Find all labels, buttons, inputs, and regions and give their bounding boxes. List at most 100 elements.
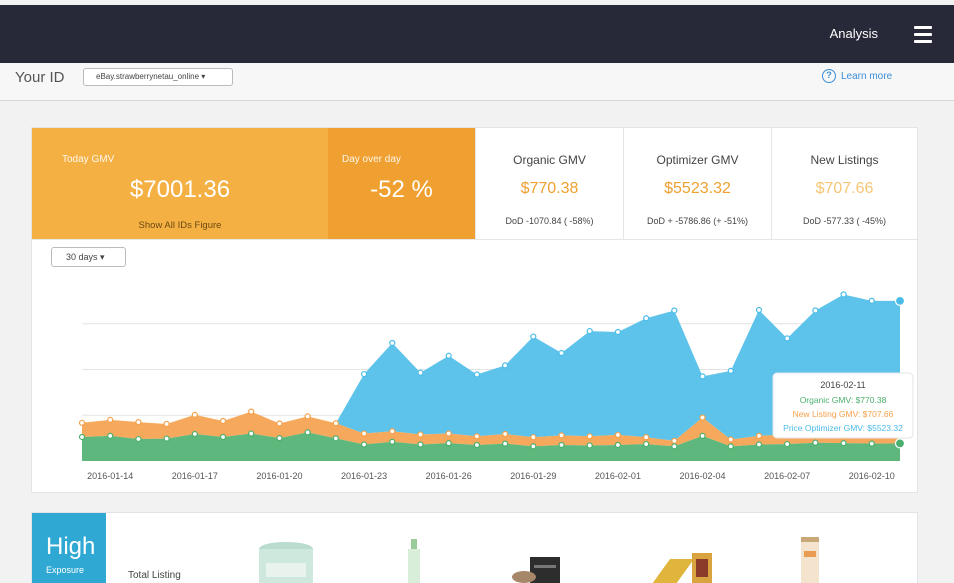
exposure-section: High Exposure Total Listing [31,512,918,583]
price-optimizer-gmv-area [82,294,900,441]
optimizer-gmv-title: Optimizer GMV [656,153,739,167]
organic-gmv-point [840,440,847,447]
new-listing-gmv-point [699,414,706,421]
price-optimizer-gmv-point [699,373,706,380]
organic-gmv-point [304,429,311,436]
organic-gmv-title: Organic GMV [513,153,586,167]
price-optimizer-gmv-point [473,371,480,378]
chart-tooltip: 2016-02-11 Organic GMV: $770.38 New Listin… [772,372,914,439]
new-listing-gmv-point [586,433,593,440]
product-powder-compact-image[interactable] [510,557,570,583]
new-listing-gmv-point [558,432,565,439]
day-over-day-value: -52 % [370,176,433,203]
product-tube-image[interactable] [798,537,822,583]
chart-points [78,291,906,450]
organic-gmv-point [502,440,509,447]
learn-more-label: Learn more [841,70,893,82]
price-optimizer-gmv-point [643,315,650,322]
total-listing-label: Total Listing [128,570,181,581]
organic-gmv-point [727,443,734,450]
organic-gmv-point [163,435,170,442]
new-listing-gmv-point [614,431,622,439]
price-optimizer-gmv-point [360,370,368,378]
tooltip-line: Organic GMV: $770.38 [800,395,887,405]
new-listing-gmv-point [304,413,311,420]
organic-gmv-point [643,440,650,448]
price-optimizer-gmv-point [502,362,509,369]
x-tick-label: 2016-01-23 [341,471,387,481]
new-listing-gmv-point [163,420,170,428]
optimizer-gmv-dod: DoD + -5786.86 (+ -51%) [646,216,749,226]
new-listing-gmv-point [219,417,227,425]
new-listing-gmv-area [82,411,900,447]
day-over-day-panel: Day over day -52 % [328,128,475,239]
product-cream-jar-image[interactable] [256,541,316,583]
show-all-ids-link[interactable]: Show All IDs Figure [138,220,222,231]
price-optimizer-gmv-point [389,339,396,347]
x-tick-label: 2016-01-14 [87,471,133,481]
new-listing-gmv-point [191,411,198,418]
new-listing-gmv-point [502,430,509,438]
organic-gmv-point [248,430,255,437]
day-over-day-label: Day over day [342,154,401,165]
price-optimizer-gmv-point [445,352,452,359]
price-optimizer-gmv-point [894,295,906,306]
product-pump-bottle-image[interactable] [404,539,424,583]
high-exposure-badge[interactable]: High Exposure [32,513,106,583]
price-optimizer-gmv-point [784,335,791,342]
today-gmv-label: Today GMV [62,154,115,165]
organic-gmv-point [784,440,791,448]
price-optimizer-gmv-point [755,306,763,314]
new-listing-gmv-point [755,432,763,439]
product-gold-palette-image[interactable] [644,551,716,583]
price-optimizer-gmv-point [727,367,734,374]
gmv-area-chart: 2016-01-14 2016-01-17 2016-01-20 2016-01-23… [78,291,914,481]
date-range-select[interactable]: 30 days ▾ [51,247,126,267]
price-optimizer-gmv-point [417,369,424,376]
learn-more-link[interactable]: ? Learn more [822,69,892,83]
new-listing-gmv-point [332,420,339,427]
price-optimizer-gmv-point [558,349,565,357]
x-tick-label: 2016-02-04 [680,471,726,481]
optimizer-gmv-panel: Optimizer GMV $5523.32 DoD + -5786.86 (+… [623,128,771,239]
organic-gmv-point [530,443,537,450]
organic-gmv-panel: Organic GMV $770.38 DoD -1070.84 ( -58%) [475,128,623,239]
ebay-id-select[interactable]: eBay.strawberrynetau_online ▾ [83,68,233,86]
new-listing-gmv-point [671,437,678,444]
organic-gmv-dod: DoD -1070.84 ( -58%) [505,216,594,226]
id-bar: Your ID eBay.strawberrynetau_online ▾ ? … [0,63,954,101]
chart-areas [82,294,900,461]
organic-gmv-point [671,443,678,450]
your-id-label: Your ID [15,69,65,86]
x-tick-label: 2016-01-20 [256,471,302,481]
new-listing-gmv-point [727,436,734,443]
new-listing-gmv-point [530,434,537,441]
kpi-divider [32,239,917,240]
new-listing-gmv-point [360,430,368,437]
organic-gmv-point [755,441,763,448]
hamburger-menu-icon[interactable] [914,26,932,43]
organic-gmv-point [360,441,368,448]
organic-gmv-point [219,433,227,441]
organic-gmv-point [473,441,480,449]
organic-gmv-point [558,441,565,449]
tooltip-date: 2016-02-11 [820,380,865,390]
x-tick-label: 2016-02-10 [849,471,895,481]
organic-gmv-point [107,432,114,439]
organic-gmv-point [894,438,906,449]
organic-gmv-point [417,441,424,448]
organic-gmv-point [389,438,396,445]
gmv-dashboard-card: Today GMV $7001.36 Show All IDs Figure D… [31,127,918,493]
new-listing-gmv-point [389,428,396,435]
organic-gmv-point [586,442,593,449]
organic-gmv-point [135,435,142,443]
price-optimizer-gmv-point [530,333,537,340]
new-listings-dod: DoD -577.33 ( -45%) [802,216,887,226]
organic-gmv-point [812,439,819,446]
x-tick-label: 2016-02-07 [764,471,810,481]
organic-gmv-point [276,435,283,442]
organic-gmv-point [699,432,706,439]
organic-gmv-point [614,441,622,449]
price-optimizer-gmv-point [586,327,593,335]
x-tick-label: 2016-01-17 [172,471,218,481]
